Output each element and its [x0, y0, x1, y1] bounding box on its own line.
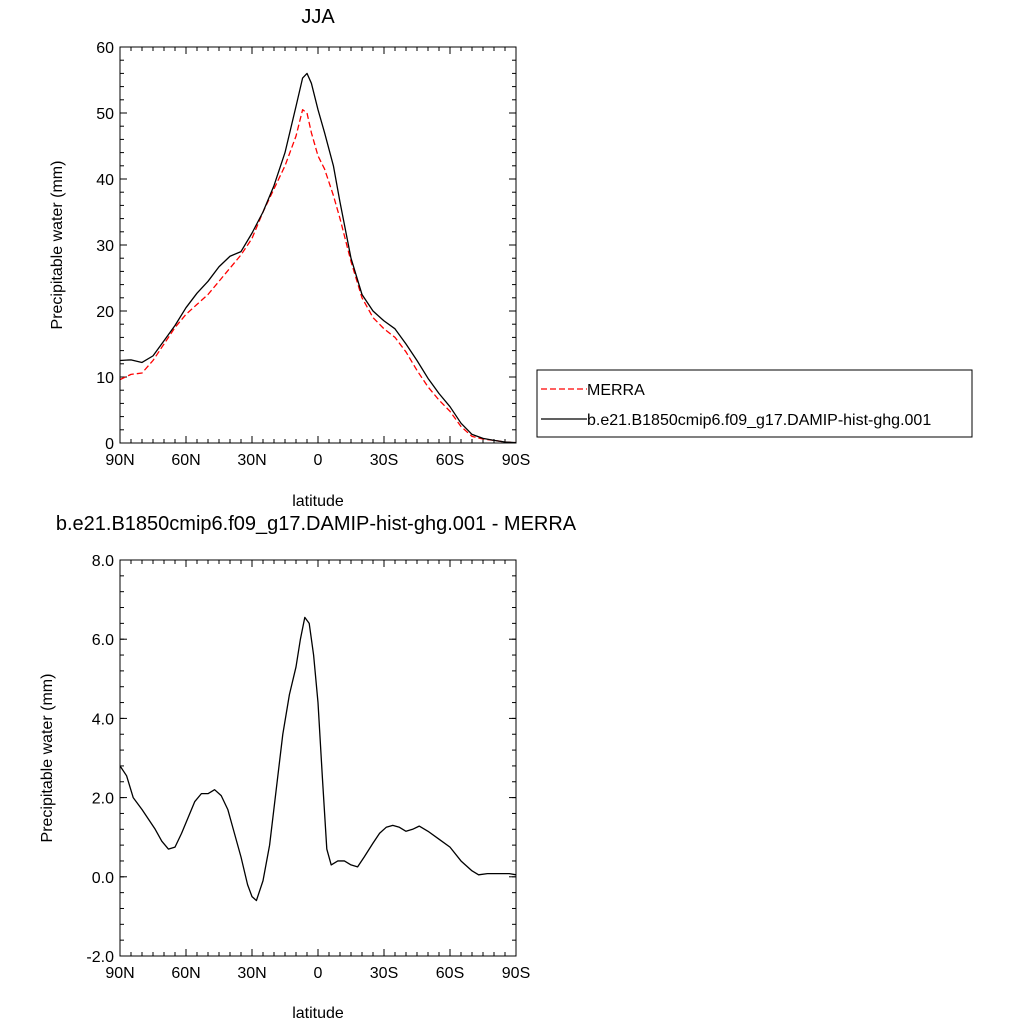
top-y-tick-label: 50 — [96, 106, 114, 123]
top-x-tick-label: 30N — [237, 452, 266, 469]
diff-y-axis-label: Precipitable water (mm) — [39, 674, 56, 843]
diff-x-tick-label: 30N — [237, 965, 266, 982]
top-y-tick-label: 10 — [96, 370, 114, 387]
diff-x-axis-label: latitude — [292, 1005, 344, 1022]
panel-top: JJA 90N 60N 30N 0 30S 60S 90S 0 10 20 30 40 50 60 lat… — [49, 6, 530, 510]
diff-x-tick-label: 30S — [370, 965, 398, 982]
diff-y-tick-label: 6.0 — [92, 632, 114, 649]
top-x-tick-label: 90N — [105, 452, 134, 469]
legend-label-merra: MERRA — [587, 382, 645, 399]
top-x-tick-label: 30S — [370, 452, 398, 469]
top-axes-ticks: 90N 60N 30N 0 30S 60S 90S 0 10 20 30 40 50 60 — [96, 40, 530, 469]
legend-label-model: b.e21.B1850cmip6.f09_g17.DAMIP-hist-ghg.… — [587, 412, 931, 429]
chart-title: JJA — [301, 6, 335, 28]
top-x-tick-label: 60N — [171, 452, 200, 469]
diff-y-tick-label: 8.0 — [92, 553, 114, 570]
top-x-tick-label: 0 — [314, 452, 323, 469]
panel-bottom: b.e21.B1850cmip6.f09_g17.DAMIP-hist-ghg.… — [39, 513, 577, 1022]
legend-box — [536, 369, 973, 438]
diff-chart-title: b.e21.B1850cmip6.f09_g17.DAMIP-hist-ghg.… — [56, 513, 577, 535]
bottom-series-lines — [119, 616, 517, 902]
bottom-plot-frame — [119, 559, 517, 957]
diff-y-tick-label: 0.0 — [92, 870, 114, 887]
top-x-tick-label: 90S — [502, 452, 530, 469]
diff-x-tick-label: 90S — [502, 965, 530, 982]
top-series-lines — [119, 72, 517, 444]
top-series-line-1 — [119, 72, 517, 444]
diff-x-tick-label: 0 — [314, 965, 323, 982]
top-y-tick-label: 0 — [105, 436, 114, 453]
top-y-tick-label: 20 — [96, 304, 114, 321]
diff-x-tick-label: 60S — [436, 965, 464, 982]
top-y-tick-label: 60 — [96, 40, 114, 57]
top-x-tick-label: 60S — [436, 452, 464, 469]
diff-y-tick-label: 2.0 — [92, 791, 114, 808]
diff-y-tick-label: 4.0 — [92, 711, 114, 728]
x-axis-label: latitude — [292, 493, 344, 510]
legend: MERRA b.e21.B1850cmip6.f09_g17.DAMIP-his… — [536, 369, 973, 438]
y-axis-label: Precipitable water (mm) — [49, 161, 66, 330]
top-plot-frame — [119, 46, 517, 444]
diff-y-tick-label: -2.0 — [86, 949, 114, 966]
top-y-tick-label: 30 — [96, 238, 114, 255]
top-y-tick-label: 40 — [96, 172, 114, 189]
diff-x-tick-label: 90N — [105, 965, 134, 982]
diff-x-tick-label: 60N — [171, 965, 200, 982]
top-series-line-0 — [119, 109, 517, 444]
diff-series-line-0 — [119, 616, 517, 902]
bottom-axes-ticks: 90N 60N 30N 0 30S 60S 90S -2.0 0.0 2.0 4.0 6.0 8.0 — [86, 553, 530, 982]
